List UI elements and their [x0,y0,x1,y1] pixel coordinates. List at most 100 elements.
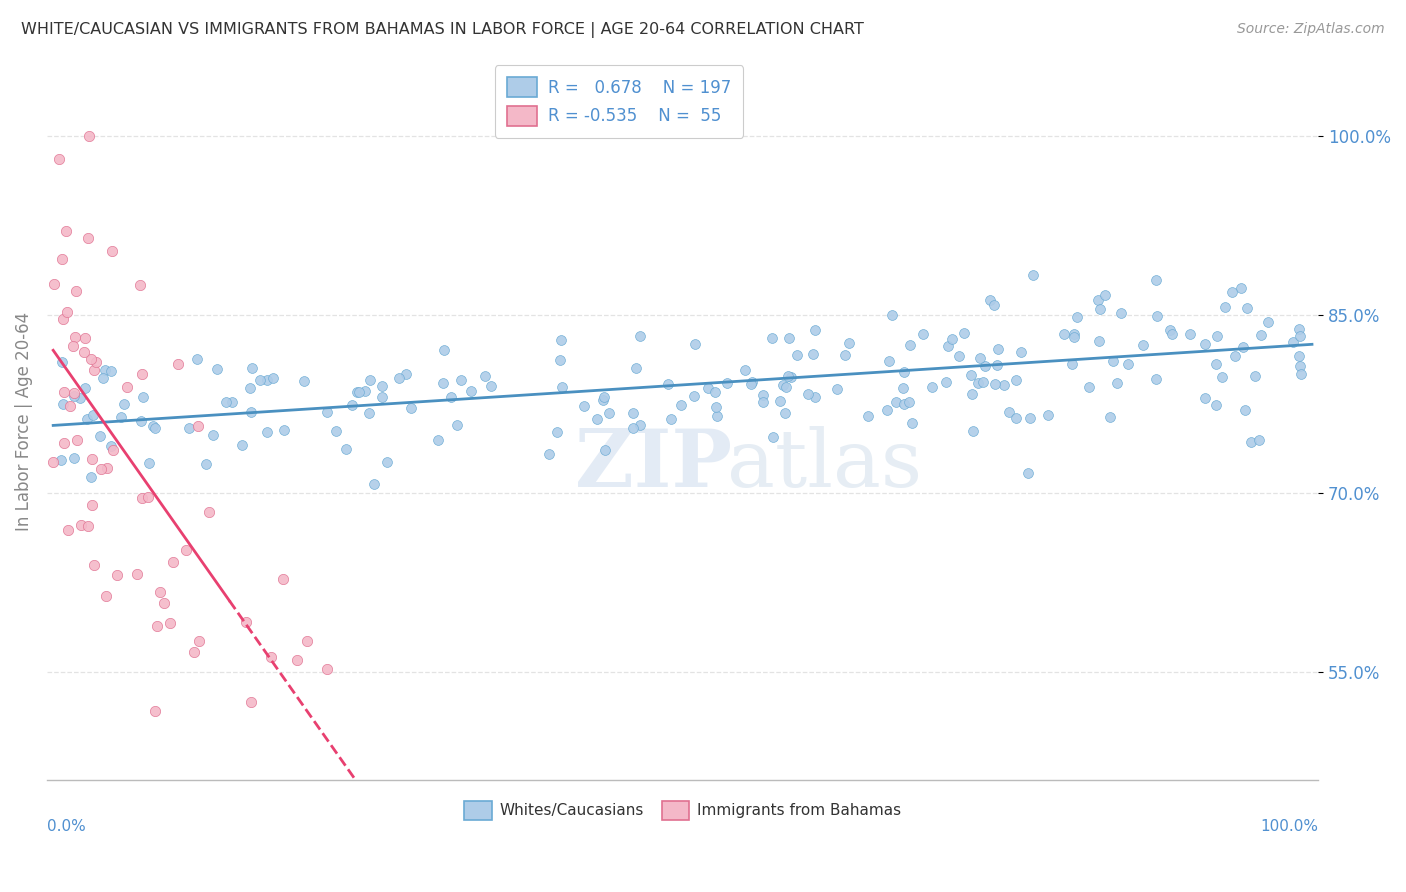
Point [741,376,763,390]
Point [89,428,111,442]
Point [49,453,72,467]
Point [1109,305,1132,319]
Point [129,278,152,293]
Point [273,423,295,437]
Point [893,397,915,411]
Point [80,352,103,367]
Point [1087,293,1109,307]
Point [1288,350,1310,364]
Point [149,585,172,599]
Point [167,357,190,371]
Point [1233,402,1256,417]
Point [131,390,153,404]
Point [262,371,284,385]
Point [202,427,225,442]
Point [446,417,468,432]
Point [187,634,209,648]
Point [886,395,908,409]
Point [260,649,283,664]
Point [56,304,79,318]
Point [1232,340,1254,354]
Point [1236,301,1258,316]
Point [1240,434,1263,449]
Point [371,379,394,393]
Point [967,376,990,391]
Point [1146,309,1168,323]
Point [1250,328,1272,343]
Point [1289,328,1312,343]
Point [59,399,82,413]
Text: ZIP: ZIP [575,425,731,504]
Point [740,377,762,392]
Point [960,387,983,401]
Point [271,572,294,586]
Point [624,360,647,375]
Point [546,425,568,439]
Point [876,403,898,417]
Point [592,392,614,407]
Point [256,425,278,439]
Y-axis label: In Labor Force | Age 20-64: In Labor Force | Age 20-64 [15,312,32,532]
Point [776,369,799,384]
Point [96,461,118,475]
Point [162,555,184,569]
Point [921,379,943,393]
Point [1078,380,1101,394]
Point [983,376,1005,391]
Point [52,397,75,411]
Point [657,377,679,392]
Point [52,436,75,450]
Point [363,477,385,491]
Text: atlas: atlas [727,425,922,504]
Point [1101,353,1123,368]
Point [628,417,651,432]
Point [1244,369,1267,384]
Point [572,399,595,413]
Point [1132,338,1154,352]
Point [55,224,77,238]
Point [1094,288,1116,302]
Point [704,400,727,414]
Point [987,342,1010,356]
Point [697,381,720,395]
Text: Source: ZipAtlas.com: Source: ZipAtlas.com [1237,22,1385,37]
Point [474,369,496,384]
Point [136,490,159,504]
Point [249,373,271,387]
Point [297,634,319,648]
Point [761,331,783,345]
Point [856,409,879,423]
Point [63,451,86,466]
Point [877,354,900,368]
Point [80,499,103,513]
Point [671,398,693,412]
Point [76,412,98,426]
Point [1036,408,1059,422]
Point [375,455,398,469]
Point [834,348,856,362]
Point [1004,374,1026,388]
Point [778,331,800,345]
Point [215,395,238,409]
Point [52,312,75,326]
Point [936,339,959,353]
Point [177,421,200,435]
Point [1053,327,1076,342]
Point [354,384,377,399]
Point [77,519,100,533]
Point [752,388,775,402]
Point [827,383,849,397]
Point [797,387,820,401]
Point [239,695,262,709]
Point [186,351,208,366]
Point [316,661,339,675]
Point [90,462,112,476]
Point [460,384,482,399]
Point [548,352,571,367]
Point [70,517,93,532]
Point [1180,327,1202,342]
Point [138,456,160,470]
Point [110,410,132,425]
Point [734,362,756,376]
Point [1213,300,1236,314]
